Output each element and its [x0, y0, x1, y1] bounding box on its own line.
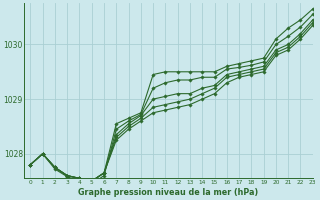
X-axis label: Graphe pression niveau de la mer (hPa): Graphe pression niveau de la mer (hPa)	[78, 188, 259, 197]
